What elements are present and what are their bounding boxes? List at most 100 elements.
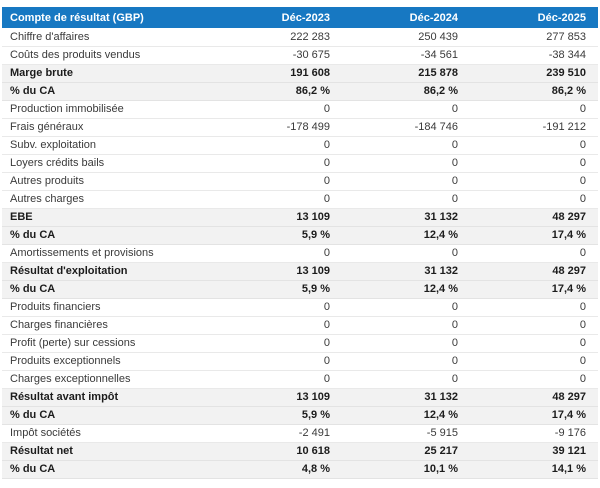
row-value: 215 878 [342, 64, 470, 83]
table-row: Coûts des produits vendus -30 675 -34 561-… [2, 46, 598, 65]
row-value: 0 [342, 172, 470, 191]
row-value: 17,4 % [470, 280, 598, 299]
table-row: Résultat d'exploitation 13 109 31 132 48 29… [2, 262, 598, 281]
header-title: Compte de résultat (GBP) [2, 7, 214, 28]
table-row: % du CA 5,9 % 12,4 % 17,4 % [2, 226, 598, 245]
row-value: 191 608 [214, 64, 342, 83]
table-row: Loyers crédits bails 0 0 0 [2, 154, 598, 173]
table-row: Autres charges 0 0 0 [2, 190, 598, 209]
table-row: Frais généraux -178 499 -184 746 -191 212 [2, 118, 598, 137]
table-row: Amortissements et provisions 0 0 0 [2, 244, 598, 263]
row-value: 86,2 % [342, 82, 470, 101]
table-row: Marge brute 191 608 215 878 239 510 [2, 64, 598, 83]
row-value: 10 618 [214, 442, 342, 461]
row-value: 13 109 [214, 208, 342, 227]
row-value: 0 [342, 190, 470, 209]
row-label: Marge brute [2, 64, 214, 83]
row-value: 0 [470, 334, 598, 353]
row-value: 0 [470, 136, 598, 155]
row-label: Production immobilisée [2, 100, 214, 119]
row-value: 0 [342, 244, 470, 263]
row-value: 0 [342, 334, 470, 353]
row-value: 31 132 [342, 208, 470, 227]
row-value: 0 [470, 172, 598, 191]
row-value: -38 344 [470, 46, 598, 65]
row-value: -30 675 [214, 46, 342, 65]
row-label: EBE [2, 208, 214, 227]
row-value: 0 [470, 154, 598, 173]
table-row: Profit (perte) sur cessions 0 0 0 [2, 334, 598, 353]
row-value: 4,8 % [214, 460, 342, 479]
row-value: 0 [342, 298, 470, 317]
row-value: 0 [214, 334, 342, 353]
row-label: Subv. exploitation [2, 136, 214, 155]
header-col-dec-2023: Déc-2023 [214, 7, 342, 28]
table-row: % du CA 5,9 % 12,4 % 17,4 % [2, 280, 598, 299]
income-statement-table: Compte de résultat (GBP) Déc-2023 Déc-20… [2, 7, 598, 479]
table-row: % du CA 4,8 % 10,1 % 14,1 % [2, 460, 598, 479]
row-label: Autres produits [2, 172, 214, 191]
row-value: 13 109 [214, 388, 342, 407]
row-value: 0 [470, 190, 598, 209]
row-label: Coûts des produits vendus [2, 46, 214, 65]
row-value: 0 [470, 352, 598, 371]
table-row: % du CA 86,2 % 86,2 % 86,2 % [2, 82, 598, 101]
row-value: 5,9 % [214, 280, 342, 299]
table-row: Impôt sociétés -2 491 -5 915 -9 176 [2, 424, 598, 443]
row-value: -178 499 [214, 118, 342, 137]
row-value: 17,4 % [470, 226, 598, 245]
row-label: Impôt sociétés [2, 424, 214, 443]
table-row: EBE 13 109 31 132 48 297 [2, 208, 598, 227]
row-label: Résultat net [2, 442, 214, 461]
row-value: -9 176 [470, 424, 598, 443]
row-value: 12,4 % [342, 226, 470, 245]
table-row: Produits exceptionnels 0 0 0 [2, 352, 598, 371]
row-value: 0 [342, 100, 470, 119]
table-row: Production immobilisée 0 0 0 [2, 100, 598, 119]
row-label: Autres charges [2, 190, 214, 209]
row-value: 0 [214, 352, 342, 371]
row-label: % du CA [2, 82, 214, 101]
table-row: Subv. exploitation 0 0 0 [2, 136, 598, 155]
row-value: 5,9 % [214, 226, 342, 245]
row-label: Chiffre d'affaires [2, 28, 214, 47]
header-row: Compte de résultat (GBP) Déc-2023 Déc-20… [2, 7, 598, 28]
row-value: 48 297 [470, 262, 598, 281]
row-value: 10,1 % [342, 460, 470, 479]
row-value: 86,2 % [470, 82, 598, 101]
row-value: 0 [342, 352, 470, 371]
row-value: 0 [214, 172, 342, 191]
table-row: Charges financières 0 0 0 [2, 316, 598, 335]
row-value: -34 561 [342, 46, 470, 65]
table-row: % du CA 5,9 % 12,4 % 17,4 % [2, 406, 598, 425]
row-value: 12,4 % [342, 280, 470, 299]
row-value: 0 [214, 244, 342, 263]
row-label: Profit (perte) sur cessions [2, 334, 214, 353]
row-value: 0 [342, 316, 470, 335]
header-col-dec-2025: Déc-2025 [470, 7, 598, 28]
row-label: % du CA [2, 226, 214, 245]
row-value: -191 212 [470, 118, 598, 137]
table-row: Chiffre d'affaires 222 283 250 439 277 853 [2, 28, 598, 47]
row-label: Résultat avant impôt [2, 388, 214, 407]
table-header: Compte de résultat (GBP) Déc-2023 Déc-20… [2, 7, 598, 28]
row-value: 86,2 % [214, 82, 342, 101]
table-row: Résultat avant impôt 13 109 31 132 48 297 [2, 388, 598, 407]
row-value: -5 915 [342, 424, 470, 443]
row-value: 250 439 [342, 28, 470, 47]
row-value: 0 [342, 370, 470, 389]
table-row: Produits financiers 0 0 0 [2, 298, 598, 317]
row-value: 31 132 [342, 388, 470, 407]
row-value: 0 [214, 100, 342, 119]
row-label: % du CA [2, 406, 214, 425]
row-value: 0 [214, 136, 342, 155]
table-row: Autres produits 0 0 0 [2, 172, 598, 191]
row-value: 0 [214, 298, 342, 317]
row-value: 13 109 [214, 262, 342, 281]
row-value: -2 491 [214, 424, 342, 443]
table-row: Résultat net 10 618 25 217 39 121 [2, 442, 598, 461]
row-label: Produits financiers [2, 298, 214, 317]
row-value: 0 [470, 298, 598, 317]
row-label: Loyers crédits bails [2, 154, 214, 173]
